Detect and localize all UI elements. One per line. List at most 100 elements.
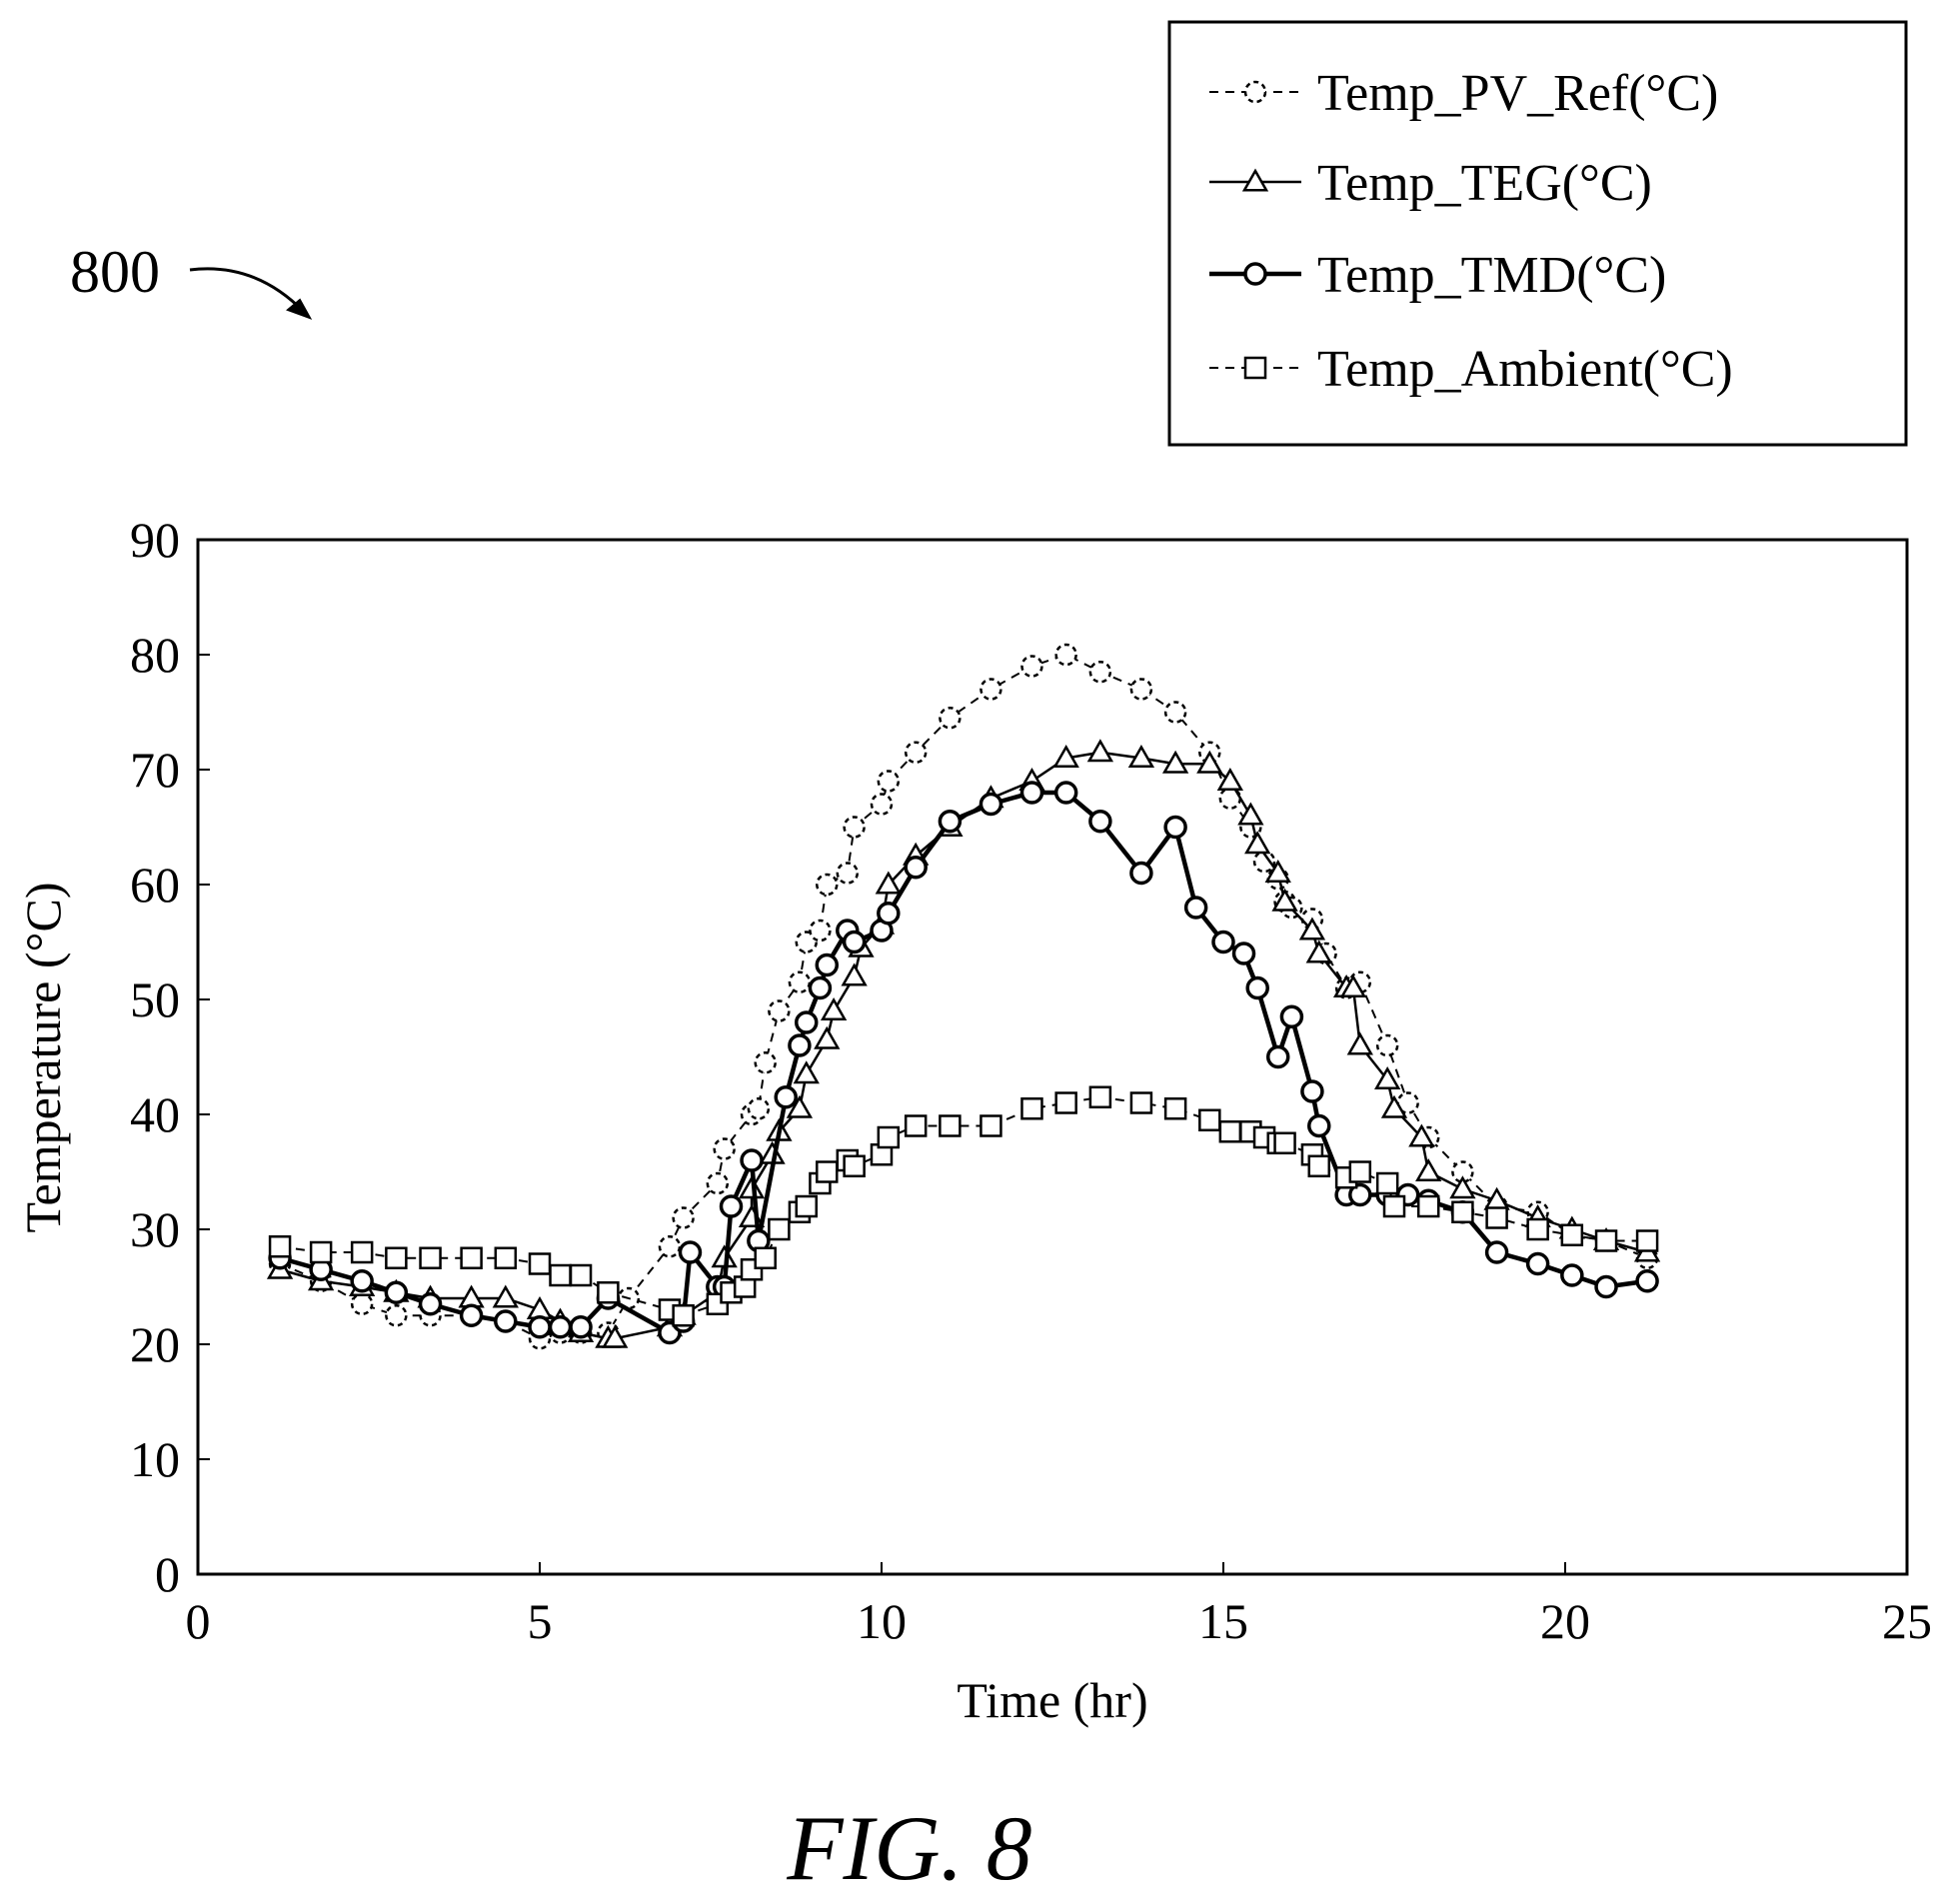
y-tick-label: 20: [130, 1316, 180, 1372]
data-point: [1484, 1240, 1509, 1264]
data-point: [350, 1240, 374, 1264]
data-point: [1635, 1229, 1659, 1252]
data-point: [1129, 861, 1153, 886]
data-point: [1560, 1263, 1584, 1287]
data-point: [1273, 1131, 1296, 1154]
data-point: [1020, 1097, 1043, 1120]
data-point: [1052, 744, 1079, 768]
data-point: [740, 1148, 764, 1172]
data-point: [877, 770, 901, 793]
data-point: [1348, 1160, 1372, 1183]
series-line: [279, 751, 1648, 1340]
y-tick-label: 40: [130, 1086, 180, 1142]
data-point: [786, 1094, 814, 1118]
data-point: [658, 1235, 682, 1258]
x-tick-label: 25: [1882, 1593, 1932, 1649]
data-point: [808, 975, 833, 1000]
data-point: [419, 1246, 442, 1269]
data-point: [1307, 1154, 1331, 1177]
data-point: [1380, 1094, 1408, 1118]
data-point: [795, 931, 819, 953]
x-tick-label: 20: [1540, 1593, 1590, 1649]
data-point: [494, 1246, 518, 1269]
data-point: [385, 1304, 408, 1327]
data-point: [820, 996, 848, 1020]
data-point: [1019, 781, 1044, 805]
data-point: [1375, 1171, 1399, 1195]
data-point: [938, 810, 963, 834]
data-point: [1279, 1004, 1304, 1028]
data-point: [1348, 1182, 1372, 1207]
figure-caption: FIG. 8: [786, 1797, 1031, 1899]
data-point: [1560, 1223, 1584, 1246]
data-point: [309, 1240, 333, 1264]
y-tick-label: 80: [130, 627, 180, 683]
data-point: [842, 930, 867, 954]
legend-label: Temp_TMD(°C): [1317, 247, 1666, 304]
data-point: [1053, 781, 1078, 805]
data-point: [877, 1125, 901, 1149]
data-point: [1163, 1097, 1187, 1120]
x-tick-label: 15: [1198, 1593, 1248, 1649]
data-point: [569, 1315, 593, 1339]
y-axis-label: Temperature (°C): [15, 882, 71, 1232]
y-tick-label: 70: [130, 742, 180, 798]
ref-arrow-curve: [189, 267, 306, 314]
data-point: [1451, 1160, 1474, 1183]
data-point: [793, 1060, 820, 1084]
data-point: [1300, 1079, 1324, 1103]
data-point: [1183, 896, 1208, 920]
figure-ref-label: 800: [70, 239, 160, 305]
data-point: [1161, 750, 1189, 774]
y-tick-label: 60: [130, 857, 180, 913]
data-point: [1216, 767, 1243, 791]
series-line: [279, 1095, 1648, 1317]
x-tick-label: 5: [528, 1593, 553, 1649]
data-point: [1298, 917, 1326, 941]
data-point: [1244, 831, 1271, 855]
data-point: [904, 856, 928, 880]
data-point: [843, 1154, 866, 1177]
data-point: [1088, 810, 1112, 834]
data-point: [836, 862, 860, 885]
data-point: [738, 1175, 766, 1199]
legend-marker: [1243, 356, 1267, 380]
data-point: [1339, 973, 1367, 997]
x-tick-label: 10: [857, 1593, 907, 1649]
data-point: [979, 1114, 1002, 1137]
legend-marker: [1243, 80, 1267, 104]
legend: Temp_PV_Ref(°C) Temp_TEG(°C) Temp_TMD(°C) T…: [1167, 20, 1908, 447]
y-tick-label: 50: [130, 971, 180, 1027]
y-tick-label: 30: [130, 1201, 180, 1257]
series-3: [268, 1085, 1659, 1327]
data-point: [1594, 1274, 1618, 1299]
data-point: [1163, 815, 1187, 840]
data-point: [1237, 802, 1264, 826]
data-point: [528, 1252, 552, 1275]
legend-entry: Temp_TEG(°C): [1209, 155, 1652, 212]
data-point: [1594, 1229, 1618, 1252]
data-point: [1129, 1091, 1153, 1114]
data-point: [672, 1304, 695, 1327]
data-point: [350, 1292, 374, 1315]
data-point: [1416, 1194, 1440, 1218]
x-tick-label: 0: [186, 1593, 211, 1649]
data-point: [1129, 678, 1153, 701]
data-point: [816, 873, 839, 897]
data-point: [1088, 1085, 1112, 1108]
data-point: [706, 1171, 730, 1195]
data-point: [1020, 655, 1043, 678]
data-point: [1086, 739, 1114, 763]
data-point: [768, 999, 791, 1022]
data-point: [877, 902, 901, 926]
data-point: [978, 792, 1003, 817]
data-point: [1451, 1200, 1474, 1223]
data-point: [549, 1263, 572, 1287]
data-point: [788, 1033, 812, 1057]
data-point: [528, 1315, 552, 1339]
plot-area: [196, 538, 1909, 1576]
data-point: [350, 1269, 374, 1293]
data-point: [815, 952, 840, 977]
legend-box: [1167, 20, 1908, 447]
data-point: [597, 1281, 620, 1304]
